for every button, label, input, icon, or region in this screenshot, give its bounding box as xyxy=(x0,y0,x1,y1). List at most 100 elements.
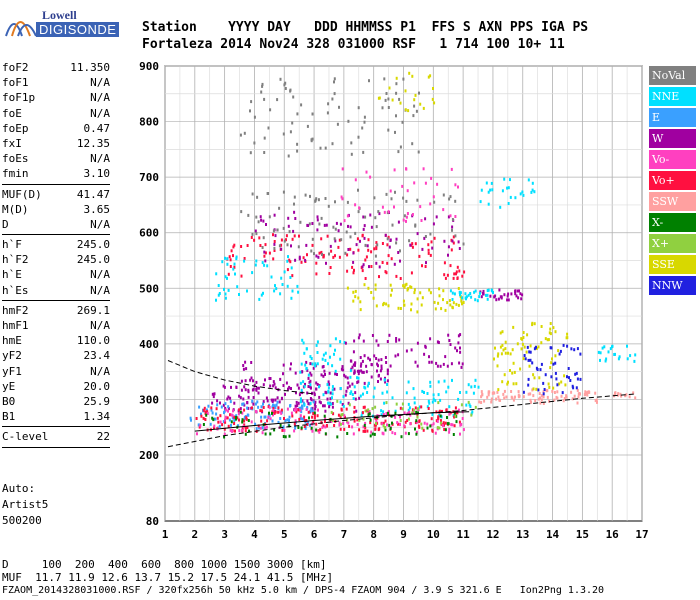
echo-point xyxy=(418,419,421,423)
echo-point xyxy=(388,333,391,337)
param-name: foF1 xyxy=(2,76,29,90)
echo-point xyxy=(285,238,287,242)
echo-point xyxy=(268,413,271,417)
echo-point xyxy=(273,404,276,408)
param-separator xyxy=(2,234,110,236)
echo-point xyxy=(409,243,412,247)
echo-point xyxy=(244,432,247,436)
param-row: B1 1.34 xyxy=(2,409,110,424)
y-tick-label: 300 xyxy=(139,393,159,406)
echo-point xyxy=(400,435,403,439)
echo-point xyxy=(406,419,409,422)
echo-point xyxy=(297,245,300,249)
echo-point xyxy=(563,374,566,378)
echo-point xyxy=(489,294,492,298)
echo-point xyxy=(506,186,509,190)
echo-point xyxy=(486,297,489,301)
echo-point xyxy=(516,342,519,346)
echo-point xyxy=(533,322,536,326)
x-tick-label: 17 xyxy=(635,528,648,541)
echo-point xyxy=(377,210,380,214)
echo-point xyxy=(243,419,246,423)
echo-point xyxy=(342,422,345,425)
echo-point xyxy=(296,142,299,146)
echo-point xyxy=(251,406,253,410)
echo-point xyxy=(244,379,247,383)
echo-point xyxy=(232,267,235,271)
echo-point xyxy=(356,423,359,426)
echo-point xyxy=(263,151,266,154)
echo-point xyxy=(415,432,418,436)
echo-point xyxy=(575,386,578,390)
echo-point xyxy=(403,424,406,428)
echo-point xyxy=(558,352,561,356)
echo-point xyxy=(436,364,439,368)
echo-point xyxy=(532,394,535,398)
echo-point xyxy=(395,339,398,343)
echo-point xyxy=(366,409,368,413)
echo-point xyxy=(529,392,532,396)
echo-point xyxy=(512,361,515,365)
echo-point xyxy=(414,421,417,425)
echo-point xyxy=(303,384,306,388)
echo-point xyxy=(216,399,219,403)
echo-point xyxy=(413,291,416,295)
echo-point xyxy=(375,419,378,423)
echo-point xyxy=(284,419,287,422)
echo-point xyxy=(271,419,274,423)
echo-point xyxy=(274,410,277,414)
echo-point xyxy=(386,261,389,265)
echo-point xyxy=(371,432,374,436)
echo-point xyxy=(348,403,351,407)
echo-point xyxy=(406,212,409,215)
echo-point xyxy=(301,370,304,374)
echo-point xyxy=(229,258,232,262)
echo-point xyxy=(431,97,434,101)
echo-point xyxy=(506,382,509,386)
echo-point xyxy=(306,368,309,372)
echo-point xyxy=(453,424,456,428)
echo-point xyxy=(504,347,507,351)
echo-point xyxy=(362,425,365,429)
echo-point xyxy=(451,218,454,221)
echo-point xyxy=(369,358,371,362)
echo-point xyxy=(380,413,383,417)
echo-point xyxy=(332,225,335,229)
echo-point xyxy=(227,272,230,276)
echo-point xyxy=(310,407,313,411)
echo-point xyxy=(550,375,553,379)
echo-point xyxy=(616,393,619,397)
echo-point xyxy=(439,421,442,425)
echo-point xyxy=(297,426,300,429)
echo-point xyxy=(399,145,402,149)
echo-point xyxy=(389,189,392,193)
echo-point xyxy=(322,374,325,378)
echo-point xyxy=(507,380,509,384)
echo-point xyxy=(246,244,249,247)
echo-point xyxy=(435,410,438,414)
param-row: h`F 245.0 xyxy=(2,237,110,252)
echo-point xyxy=(431,429,434,433)
y-tick-label: 900 xyxy=(139,60,159,73)
param-value: 23.4 xyxy=(83,349,111,363)
echo-point xyxy=(356,237,359,241)
echo-point xyxy=(354,178,357,182)
echo-point xyxy=(480,390,483,394)
echo-point xyxy=(529,350,532,354)
echo-point xyxy=(294,258,297,262)
echo-point xyxy=(454,183,457,187)
echo-point xyxy=(363,120,366,124)
echo-point xyxy=(434,399,437,403)
echo-point xyxy=(465,295,468,299)
echo-point xyxy=(238,293,240,296)
param-separator xyxy=(2,426,110,428)
echo-point xyxy=(479,200,482,204)
echo-point xyxy=(210,406,213,410)
echo-point xyxy=(349,392,352,395)
echo-point xyxy=(382,424,385,428)
echo-point xyxy=(452,433,455,436)
echo-point xyxy=(550,346,553,350)
echo-point xyxy=(227,424,230,428)
echo-point xyxy=(268,411,270,415)
echo-point xyxy=(333,77,336,81)
